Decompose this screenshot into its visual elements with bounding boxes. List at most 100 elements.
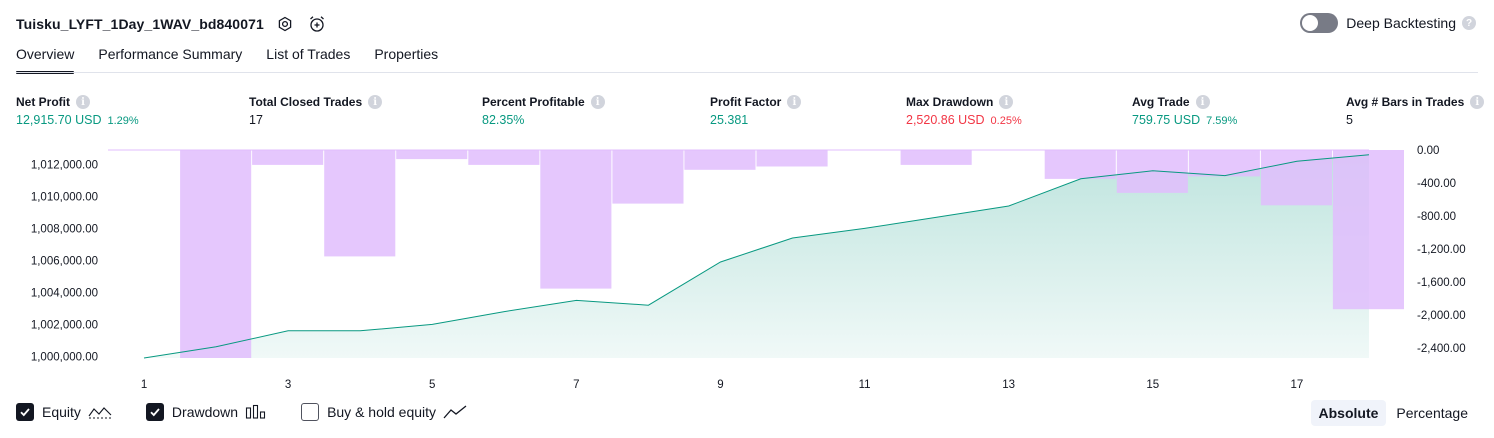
strategy-title: Tuisku_LYFT_1Day_1WAV_bd840071 [16,16,264,32]
info-icon[interactable]: i [368,95,383,109]
right-axis-tick-label: -1,200.00 [1417,244,1466,256]
tab-properties[interactable]: Properties [374,46,439,62]
info-icon[interactable]: i [1195,95,1210,109]
metric-value: 759.75 USD [1132,113,1201,127]
info-icon[interactable]: i [787,95,802,109]
help-icon[interactable]: ? [1462,16,1476,30]
drawdown-bar [612,150,684,204]
x-axis-tick-label: 9 [717,379,723,391]
metric-profit-factor: Profit Factor i 25.381 [710,94,802,127]
legend-label: Buy & hold equity [327,404,437,420]
tab-overview[interactable]: Overview [16,46,75,74]
tab-performance-summary[interactable]: Performance Summary [98,46,243,62]
deep-backtesting: Deep Backtesting ? [1300,13,1476,33]
deep-backtesting-label: Deep Backtesting [1346,15,1456,31]
drawdown-bar [180,150,252,358]
tab-bar: Overview Performance Summary List of Tra… [16,46,462,74]
metric-value: 25.381 [710,113,749,127]
gear-icon[interactable] [274,13,296,35]
legend-drawdown[interactable]: Drawdown [145,403,267,421]
drawdown-bar [1332,150,1404,310]
right-axis-tick-label: -400.00 [1417,178,1456,190]
drawdown-bar [1044,150,1116,179]
left-axis-tick-label: 1,006,000.00 [31,255,98,267]
checkbox-unchecked[interactable] [301,403,320,421]
drawdown-bar [540,150,612,289]
metric-value: 12,915.70 USD [16,113,102,127]
info-icon[interactable]: i [1470,95,1485,109]
x-axis-tick-label: 1 [141,379,147,391]
info-icon[interactable]: i [590,95,605,109]
drawdown-bar [1116,150,1188,193]
checkbox-checked[interactable] [16,403,34,421]
drawdown-bar [324,150,396,257]
mode-percentage-button[interactable]: Percentage [1396,405,1468,421]
x-axis-tick-label: 17 [1291,379,1304,391]
metric-label: Total Closed Trades [249,95,363,109]
equity-line-icon [88,404,112,420]
metric-label: Profit Factor [710,95,782,109]
drawdown-bars-icon [245,404,267,420]
left-axis-tick-label: 1,012,000.00 [31,159,98,171]
equity-drawdown-chart[interactable]: 1,000,000.00 1,002,000.00 1,004,000.00 1,00… [0,140,1494,400]
mode-absolute-button[interactable]: Absolute [1310,400,1387,426]
left-axis-tick-label: 1,010,000.00 [31,191,98,203]
legend-label: Equity [42,404,81,420]
metric-value: 5 [1346,113,1353,127]
right-axis-tick-label: -800.00 [1417,211,1456,223]
legend-buy-hold-equity[interactable]: Buy & hold equity [301,403,467,421]
drawdown-bar [1260,150,1332,206]
info-icon[interactable]: i [76,95,90,109]
drawdown-bar [900,150,972,165]
toggle-knob [1302,15,1319,31]
drawdown-bar [684,150,756,170]
metric-value: 2,520.86 USD [906,113,985,127]
metric-percent: 1.29% [107,115,139,127]
x-axis-tick-label: 7 [573,379,579,391]
metric-avg-trade: Avg Trade i 759.75 USD 7.59% [1132,94,1237,127]
metric-percent: 0.25% [990,115,1022,127]
metric-label: Percent Profitable [482,95,585,109]
strategy-header: Tuisku_LYFT_1Day_1WAV_bd840071 [16,12,328,36]
right-axis-tick-label: -1,600.00 [1417,277,1466,289]
metric-label: Max Drawdown [906,95,994,109]
x-axis-tick-label: 11 [859,379,871,391]
x-axis-tick-label: 15 [1146,379,1159,391]
metric-max-drawdown: Max Drawdown i 2,520.86 USD 0.25% [906,94,1022,127]
right-axis-tick-label: -2,400.00 [1417,343,1466,355]
right-axis-tick-label: 0.00 [1417,145,1439,157]
x-axis-tick-label: 3 [285,379,291,391]
chart-legend: Equity Drawdown Buy & hold equity [16,403,501,421]
deep-backtesting-toggle[interactable] [1300,13,1339,33]
metric-value: 82.35% [482,113,525,127]
left-axis-tick-label: 1,002,000.00 [31,319,98,331]
metric-value: 17 [249,113,263,127]
info-icon[interactable]: i [999,95,1014,109]
metric-percent: 7.59% [1206,115,1238,127]
drawdown-bar [468,150,540,165]
left-axis-tick-label: 1,000,000.00 [31,351,98,363]
drawdown-bar [756,150,828,167]
metric-percent-profitable: Percent Profitable i 82.35% [482,94,605,127]
right-axis-tick-label: -2,000.00 [1417,310,1466,322]
left-axis-tick-label: 1,004,000.00 [31,287,98,299]
metric-total-closed-trades: Total Closed Trades i 17 [249,94,383,127]
buy-hold-line-icon [443,404,467,420]
x-axis-tick-label: 13 [1002,379,1015,391]
x-axis-tick-label: 5 [429,379,435,391]
legend-label: Drawdown [171,404,239,420]
display-mode-switch: Absolute Percentage [1309,400,1477,426]
left-axis-tick-label: 1,008,000.00 [31,223,98,235]
drawdown-bar [396,150,468,160]
legend-equity[interactable]: Equity [16,403,112,421]
drawdown-bar [1188,150,1260,177]
checkbox-checked[interactable] [145,403,164,421]
metric-label: Net Profit [16,95,70,109]
equity-line [143,154,1370,359]
alarm-clock-add-icon[interactable] [306,13,328,35]
tab-list-of-trades[interactable]: List of Trades [266,46,351,62]
metric-net-profit: Net Profit i 12,915.70 USD 1.29% [16,94,139,127]
metric-avg-bars-in-trades: Avg # Bars in Trades i 5 [1346,94,1485,127]
equity-area [144,154,1369,358]
metric-label: Avg Trade [1132,95,1190,109]
